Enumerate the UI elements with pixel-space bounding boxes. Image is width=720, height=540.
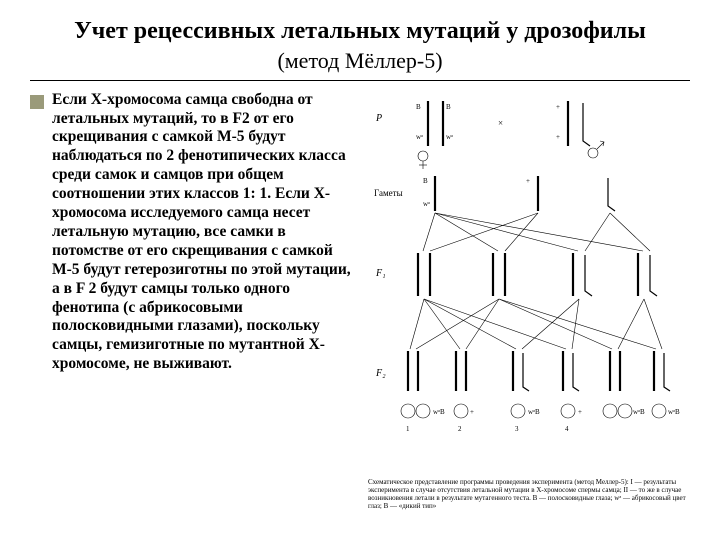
slide-subtitle: (метод Мёллер-5) <box>30 48 690 74</box>
title-divider <box>30 80 690 81</box>
slide: Учет рецессивных летальных мутаций у дро… <box>0 0 720 540</box>
svg-text:wᵃ: wᵃ <box>416 133 423 141</box>
svg-text:wᵃB: wᵃB <box>668 408 680 416</box>
label-F2: F₂ <box>375 368 386 379</box>
label-P: P <box>375 113 382 124</box>
f2-row <box>408 351 670 391</box>
cross-lines-2 <box>410 299 662 349</box>
svg-text:B: B <box>423 177 428 185</box>
svg-text:1: 1 <box>406 425 410 433</box>
svg-text:wᵃ: wᵃ <box>423 200 430 208</box>
svg-text:+: + <box>556 103 560 111</box>
bullet-item: Если Х-хромосома самца свободна от летал… <box>30 91 360 375</box>
svg-text:B: B <box>446 103 451 111</box>
gametes: B wᵃ + <box>423 176 615 211</box>
phenotype-symbols: 1 2 3 4 wᵃB + wᵃB + wᵃB wᵃB <box>401 404 680 433</box>
svg-text:3: 3 <box>515 425 519 433</box>
svg-text:B: B <box>416 103 421 111</box>
square-bullet-icon <box>30 95 44 109</box>
svg-text:+: + <box>470 408 474 416</box>
body-text: Если Х-хромосома самца свободна от летал… <box>52 91 360 375</box>
svg-text:wᵃ: wᵃ <box>446 133 453 141</box>
svg-text:+: + <box>526 177 530 185</box>
f1-row <box>418 253 657 296</box>
female-symbol-icon <box>418 151 428 161</box>
content-row: Если Х-хромосома самца свободна от летал… <box>30 91 690 510</box>
cross-lines-1 <box>423 213 650 251</box>
svg-text:4: 4 <box>565 425 569 433</box>
text-column: Если Х-хромосома самца свободна от летал… <box>30 91 368 510</box>
diagram-column: P B wᵃ B wᵃ × + <box>368 91 688 510</box>
svg-text:×: × <box>498 118 503 128</box>
svg-text:+: + <box>556 133 560 141</box>
label-gametes: Гаметы <box>374 188 403 198</box>
svg-text:2: 2 <box>458 425 462 433</box>
svg-text:wᵃB: wᵃB <box>433 408 445 416</box>
p-female-chromosomes: B wᵃ B wᵃ <box>416 101 453 146</box>
p-male-chromosomes: + + <box>556 101 590 146</box>
label-F1: F₁ <box>375 268 386 279</box>
male-symbol-icon <box>588 148 598 158</box>
svg-text:wᵃB: wᵃB <box>633 408 645 416</box>
slide-title: Учет рецессивных летальных мутаций у дро… <box>30 18 690 46</box>
svg-text:+: + <box>578 408 582 416</box>
genetics-diagram: P B wᵃ B wᵃ × + <box>368 91 688 471</box>
svg-text:wᵃB: wᵃB <box>528 408 540 416</box>
diagram-caption: Схематическое представление программы пр… <box>368 478 688 510</box>
